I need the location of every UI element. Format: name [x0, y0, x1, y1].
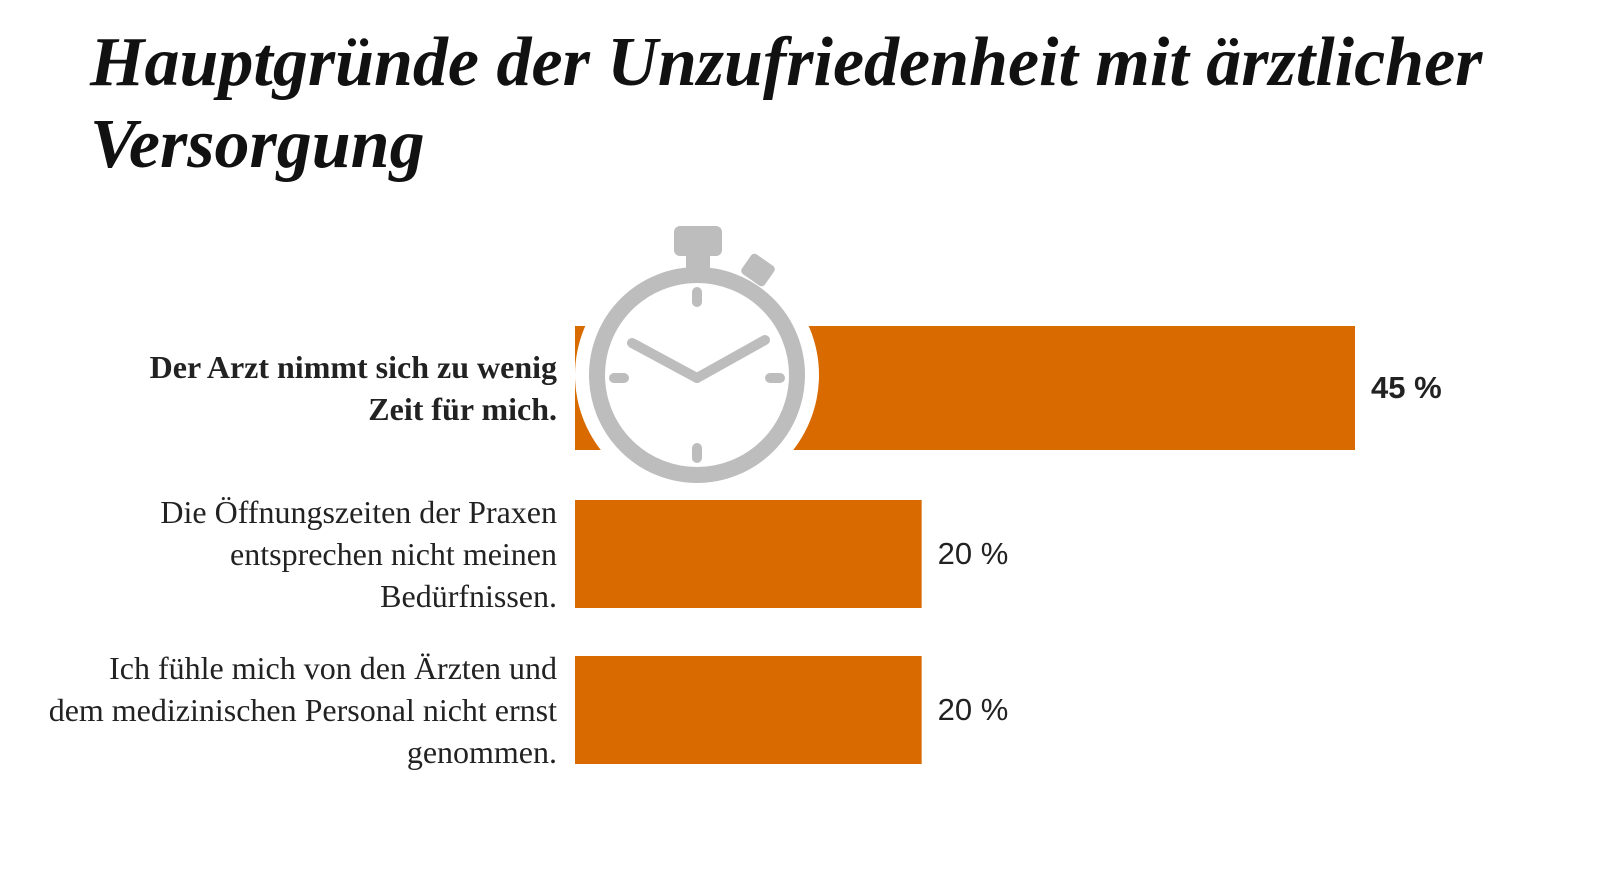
- category-label: Der Arzt nimmt sich zu wenig Zeit für mi…: [149, 349, 557, 427]
- chart-title: Hauptgründe der Unzufriedenheit mit ärzt…: [90, 24, 1483, 183]
- category-label: Ich fühle mich von den Ärzten und dem me…: [48, 650, 557, 770]
- value-label: 20 %: [938, 536, 1009, 571]
- bar: [575, 500, 922, 608]
- value-label: 45 %: [1371, 370, 1442, 405]
- category-label: Die Öffnungszeiten der Praxen entspreche…: [160, 494, 557, 614]
- stopwatch-icon: [575, 226, 819, 497]
- value-label: 20 %: [938, 692, 1009, 727]
- bar: [575, 656, 922, 764]
